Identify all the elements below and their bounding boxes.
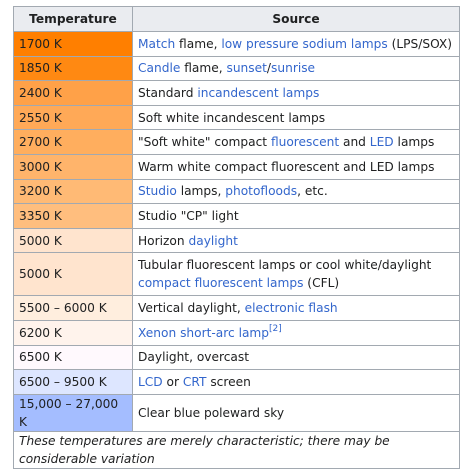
source-cell: Match flame, low pressure sodium lamps (… xyxy=(132,31,460,57)
source-cell: Standard incandescent lamps xyxy=(132,80,460,106)
source-cell: LCD or CRT screen xyxy=(132,369,460,395)
temperature-cell: 6500 K xyxy=(13,344,133,371)
source-link[interactable]: daylight xyxy=(188,233,238,248)
table-row: 2550 K Soft white incandescent lamps xyxy=(13,104,460,131)
table-row: 6500 K Daylight, overcast xyxy=(13,344,460,371)
table-row: 3200 K Studio lamps, photofloods, etc. xyxy=(13,178,460,205)
source-link[interactable]: CRT xyxy=(182,374,207,389)
source-link[interactable]: photofloods xyxy=(225,184,298,199)
source-text: "Soft white" compact xyxy=(138,135,271,150)
source-link[interactable]: fluorescent xyxy=(270,135,340,150)
source-text: flame, xyxy=(175,36,222,51)
source-text: Horizon xyxy=(138,233,189,248)
source-link[interactable]: incandescent lamps xyxy=(197,85,320,100)
table-body: 1700 K Match flame, low pressure sodium l… xyxy=(13,31,460,432)
source-text: and xyxy=(339,135,370,150)
source-text: , etc. xyxy=(297,184,328,199)
source-text: Tubular fluorescent lamps or cool white/… xyxy=(138,258,432,273)
temperature-cell: 2550 K xyxy=(13,104,133,131)
table-row: 15,000 – 27,000 K Clear blue poleward sky xyxy=(13,393,460,432)
table-row: 3350 K Studio "CP" light xyxy=(13,203,460,229)
superscript: [2] xyxy=(269,324,282,334)
source-text: / xyxy=(266,61,272,76)
source-text: lamps, xyxy=(176,184,226,199)
temperature-cell: 3000 K xyxy=(13,153,133,180)
source-link[interactable]: sunrise xyxy=(271,61,316,76)
table-row: 3000 K Warm white compact fluorescent and… xyxy=(13,153,460,180)
source-text: Daylight, overcast xyxy=(138,350,250,365)
table-row: 1700 K Match flame, low pressure sodium l… xyxy=(13,31,460,57)
source-cell: Soft white incandescent lamps xyxy=(132,104,460,131)
temperature-cell: 1700 K xyxy=(13,31,133,57)
source-text: flame, xyxy=(180,61,227,76)
temperature-cell: 6200 K xyxy=(13,319,133,346)
caption-row: These temperatures are merely characteri… xyxy=(13,430,460,469)
table-row: 2700 K "Soft white" compact fluorescent a… xyxy=(13,129,460,155)
temperature-header: Temperature xyxy=(13,6,133,32)
source-text: Standard xyxy=(138,85,198,100)
source-text: Vertical daylight, xyxy=(138,301,245,316)
source-cell: Horizon daylight xyxy=(132,227,460,254)
table-caption: These temperatures are merely characteri… xyxy=(13,430,460,469)
source-cell: Studio lamps, photofloods, etc. xyxy=(132,178,460,205)
temperature-cell: 3200 K xyxy=(13,178,133,205)
table-row: 5000 K Horizon daylight xyxy=(13,227,460,254)
source-text: Warm white compact fluorescent and LED l… xyxy=(138,159,435,174)
temperature-cell: 6500 – 9500 K xyxy=(13,369,133,395)
reference-link[interactable]: [2] xyxy=(269,323,282,334)
source-cell: "Soft white" compact fluorescent and LED… xyxy=(132,129,460,155)
source-cell: Daylight, overcast xyxy=(132,344,460,371)
source-cell: Clear blue poleward sky xyxy=(132,393,460,432)
table-row: 1850 K Candle flame, sunset/sunrise xyxy=(13,55,460,82)
source-link[interactable]: Studio xyxy=(138,184,177,199)
source-text: screen xyxy=(206,374,251,389)
source-text: Clear blue poleward sky xyxy=(138,405,285,420)
source-text: (LPS/SOX) xyxy=(387,36,453,51)
temperature-cell: 5000 K xyxy=(13,252,133,297)
source-cell: Tubular fluorescent lamps or cool white/… xyxy=(132,252,460,297)
source-link[interactable]: Xenon short-arc lamp xyxy=(138,325,270,340)
source-cell: Vertical daylight, electronic flash xyxy=(132,295,460,321)
source-text: or xyxy=(162,374,183,389)
source-link[interactable]: low pressure sodium lamps xyxy=(221,36,388,51)
temperature-cell: 1850 K xyxy=(13,55,133,82)
source-link[interactable]: Candle xyxy=(138,61,181,76)
temperature-cell: 15,000 – 27,000 K xyxy=(13,393,133,432)
table-row: 6200 K Xenon short-arc lamp[2] xyxy=(13,319,460,346)
source-cell: Warm white compact fluorescent and LED l… xyxy=(132,153,460,180)
source-cell: Candle flame, sunset/sunrise xyxy=(132,55,460,82)
table-row: 6500 – 9500 K LCD or CRT screen xyxy=(13,369,460,395)
source-cell: Studio "CP" light xyxy=(132,203,460,229)
source-link[interactable]: sunset xyxy=(226,61,267,76)
source-header: Source xyxy=(132,6,460,32)
table-row: 2400 K Standard incandescent lamps xyxy=(13,80,460,106)
temperature-cell: 3350 K xyxy=(13,203,133,229)
color-temperature-table: Temperature Source 1700 K Match flame, lo… xyxy=(13,6,460,469)
temperature-cell: 5500 – 6000 K xyxy=(13,295,133,321)
temperature-cell: 2700 K xyxy=(13,129,133,155)
source-link[interactable]: LCD xyxy=(138,374,163,389)
source-cell: Xenon short-arc lamp[2] xyxy=(132,319,460,346)
source-text: Studio "CP" light xyxy=(138,208,239,223)
source-link[interactable]: compact fluorescent lamps xyxy=(138,276,304,291)
source-text: (CFL) xyxy=(303,276,340,291)
source-link[interactable]: LED xyxy=(369,135,394,150)
source-text: lamps xyxy=(393,135,435,150)
source-link[interactable]: electronic flash xyxy=(244,301,338,316)
source-link[interactable]: Match xyxy=(138,36,176,51)
table-row: 5500 – 6000 K Vertical daylight, electron… xyxy=(13,295,460,321)
source-text: Soft white incandescent lamps xyxy=(138,110,326,125)
temperature-cell: 5000 K xyxy=(13,227,133,254)
header-row: Temperature Source xyxy=(13,6,460,32)
table-row: 5000 K Tubular fluorescent lamps or cool … xyxy=(13,252,460,297)
temperature-cell: 2400 K xyxy=(13,80,133,106)
